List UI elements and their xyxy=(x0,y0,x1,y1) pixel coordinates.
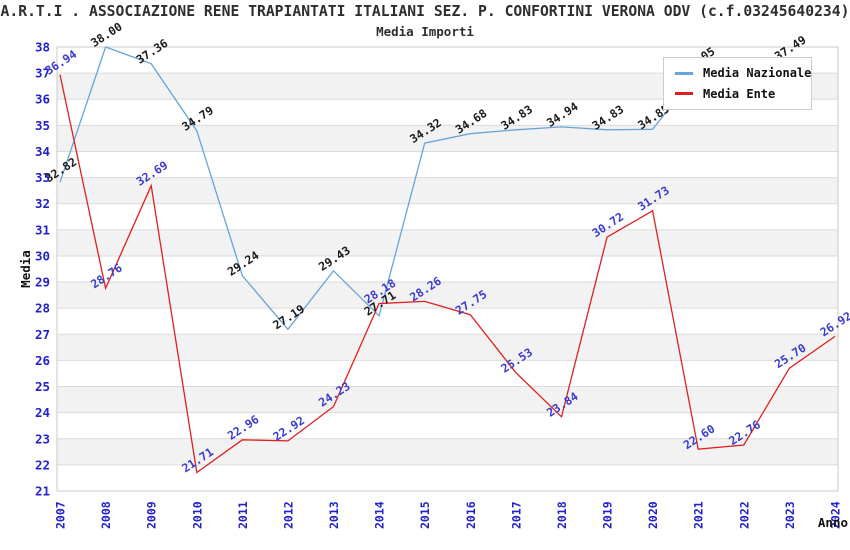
y-tick-label: 35 xyxy=(35,118,50,133)
plot-band xyxy=(57,386,838,413)
media-nazionale-value-label: 38.00 xyxy=(88,19,125,50)
chart-title: A.R.T.I . ASSOCIAZIONE RENE TRAPIANTATI … xyxy=(0,3,850,20)
y-tick-label: 36 xyxy=(35,92,50,107)
y-tick-label: 27 xyxy=(35,327,50,342)
y-tick-label: 24 xyxy=(35,405,50,420)
y-tick-label: 31 xyxy=(35,222,50,237)
x-tick-label: 2024 xyxy=(829,501,843,529)
x-tick-label: 2021 xyxy=(692,501,706,529)
x-tick-label: 2019 xyxy=(601,501,615,529)
y-axis-title: Media xyxy=(18,250,33,288)
y-tick-label: 33 xyxy=(35,170,50,185)
y-tick-label: 22 xyxy=(35,457,50,472)
y-tick-label: 34 xyxy=(35,144,50,159)
x-tick-label: 2018 xyxy=(555,501,569,529)
x-tick-label: 2022 xyxy=(737,501,751,529)
y-tick-label: 32 xyxy=(35,196,50,211)
x-tick-label: 2015 xyxy=(418,501,432,529)
x-tick-label: 2023 xyxy=(783,501,797,529)
chart-subtitle: Media Importi xyxy=(376,24,474,39)
y-tick-label: 26 xyxy=(35,353,50,368)
legend-label-media-nazionale: Media Nazionale xyxy=(703,66,812,81)
x-tick-label: 2011 xyxy=(236,501,250,529)
x-axis-title: Anno xyxy=(818,515,848,530)
x-tick-label: 2014 xyxy=(373,501,387,529)
y-tick-label: 30 xyxy=(35,248,50,263)
y-tick-label: 29 xyxy=(35,275,50,290)
x-tick-label: 2020 xyxy=(646,501,660,529)
x-tick-label: 2008 xyxy=(99,501,113,529)
media-ente-line-swatch xyxy=(675,92,693,96)
plot-border xyxy=(56,46,839,492)
y-tick-label: 25 xyxy=(35,379,50,394)
x-tick-label: 2017 xyxy=(509,501,523,529)
x-tick-label: 2016 xyxy=(464,501,478,529)
plot-band xyxy=(57,282,838,309)
x-tick-label: 2012 xyxy=(281,501,295,529)
y-tick-label: 38 xyxy=(35,40,50,55)
media-nazionale-line xyxy=(59,46,790,331)
legend-item-media-ente: Media Ente xyxy=(664,87,811,101)
x-tick-label: 2009 xyxy=(145,501,159,529)
legend-label-media-ente: Media Ente xyxy=(703,86,776,101)
media-nazionale-value-label: 37.36 xyxy=(134,36,171,67)
plot-band xyxy=(57,334,838,361)
y-tick-label: 21 xyxy=(35,484,50,499)
media-ente-line xyxy=(59,74,836,474)
plot-band xyxy=(57,229,838,256)
y-tick-label: 23 xyxy=(35,431,50,446)
y-tick-label: 28 xyxy=(35,301,50,316)
x-tick-label: 2013 xyxy=(327,501,341,529)
y-tick-label: 37 xyxy=(35,66,50,81)
plot-band xyxy=(57,438,838,465)
media-nazionale-line-swatch xyxy=(675,71,693,75)
x-tick-label: 2010 xyxy=(190,501,204,529)
media-ente-value-label: 22.96 xyxy=(225,412,262,443)
legend-item-media-nazionale: Media Nazionale xyxy=(664,66,811,80)
x-tick-label: 2007 xyxy=(54,501,68,529)
plot-band xyxy=(57,177,838,204)
chart-legend: Media Nazionale Media Ente xyxy=(663,57,812,110)
